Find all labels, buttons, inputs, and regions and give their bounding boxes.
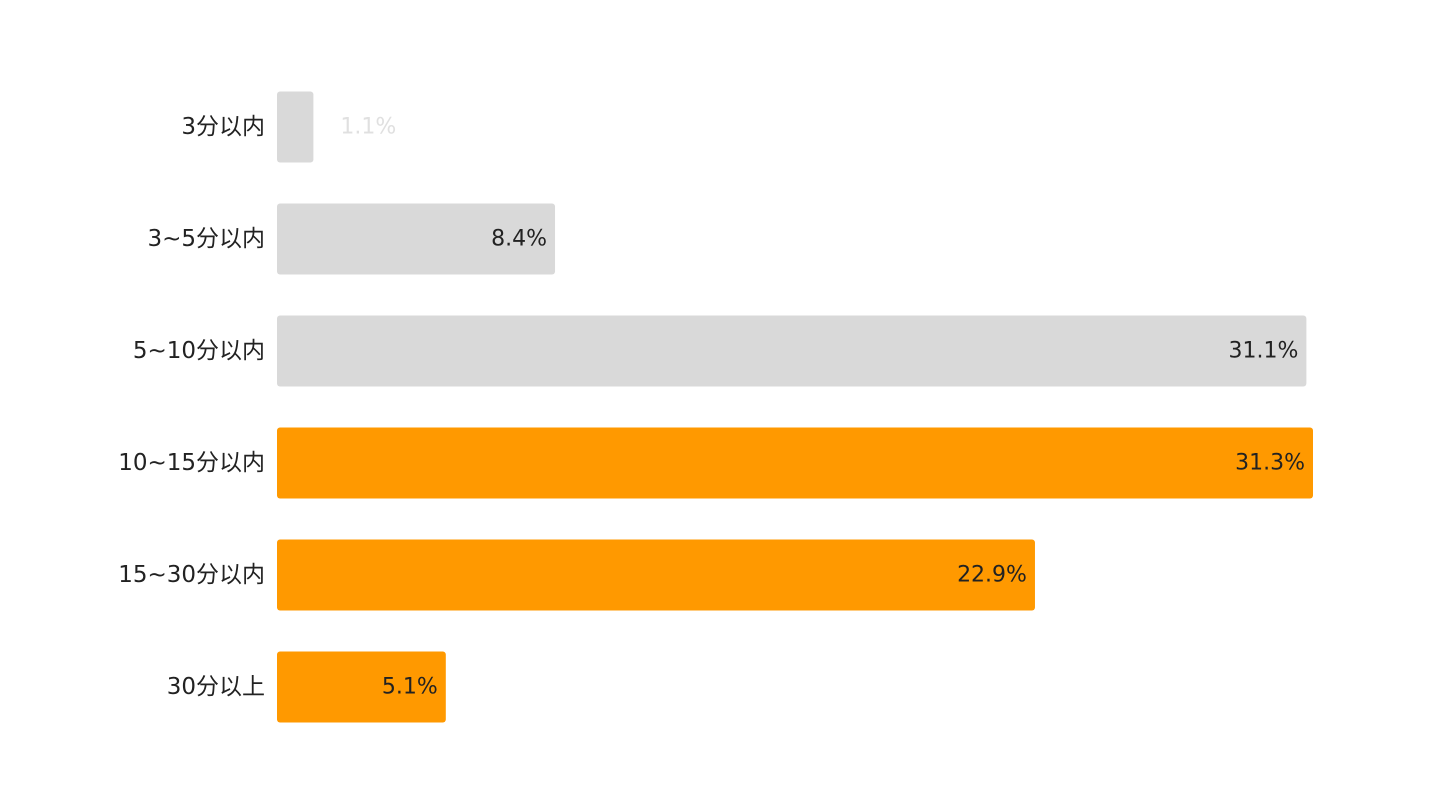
category-label-5: 30分以上 xyxy=(167,674,265,700)
bars-layer xyxy=(277,91,1313,723)
bar-4 xyxy=(277,539,1035,611)
bar-1 xyxy=(277,203,556,275)
category-label-3: 10~15分以内 xyxy=(118,450,265,476)
bar-2 xyxy=(277,315,1307,387)
category-label-2: 5~10分以内 xyxy=(133,338,265,364)
value-label-2: 31.1% xyxy=(1228,339,1298,364)
bar-5 xyxy=(277,651,446,723)
category-label-4: 15~30分以内 xyxy=(118,562,265,588)
value-label-5: 5.1% xyxy=(382,675,438,700)
bar-0 xyxy=(277,91,314,163)
category-label-0: 3分以内 xyxy=(181,114,265,140)
value-label-0: 1.1% xyxy=(340,115,396,140)
value-label-3: 31.3% xyxy=(1235,451,1305,476)
bar-3 xyxy=(277,427,1313,499)
labels-layer: 3分以内 1.1% 3~5分以内 8.4% 5~10分以内 31.1% 10~15分以内 31… xyxy=(118,114,1305,700)
category-label-1: 3~5分以内 xyxy=(147,226,265,252)
value-label-1: 8.4% xyxy=(491,227,547,252)
value-label-4: 22.9% xyxy=(957,563,1027,588)
